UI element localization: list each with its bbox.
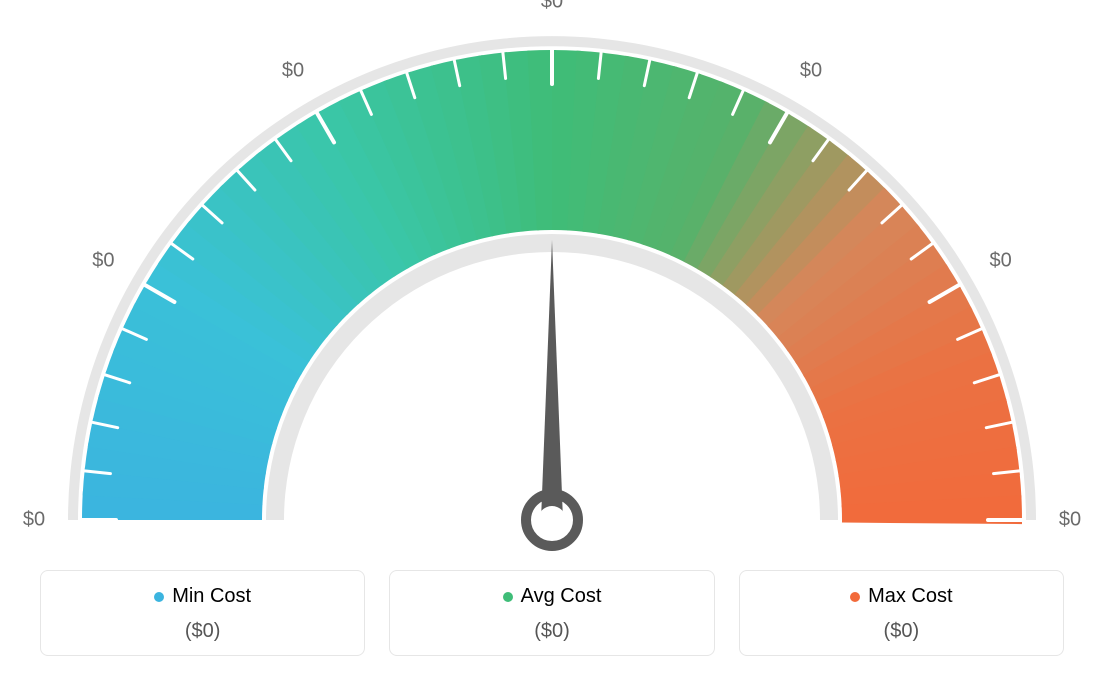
- legend-dot-max: [850, 592, 860, 602]
- legend-value-max: ($0): [750, 620, 1053, 643]
- legend-label-min: Min Cost: [172, 585, 251, 608]
- gauge-scale-label: $0: [282, 60, 304, 83]
- gauge-scale-label: $0: [92, 250, 114, 273]
- legend-label-avg: Avg Cost: [521, 585, 602, 608]
- legend-row: Min Cost ($0) Avg Cost ($0) Max Cost ($0…: [40, 570, 1064, 656]
- gauge-scale-label: $0: [23, 509, 45, 532]
- gauge-scale-label: $0: [1059, 509, 1081, 532]
- legend-title-avg: Avg Cost: [503, 585, 602, 608]
- legend-title-min: Min Cost: [154, 585, 251, 608]
- legend-dot-avg: [503, 592, 513, 602]
- gauge-chart: $0 $0 $0 $0 $0 $0 $0: [0, 0, 1104, 560]
- gauge-svg: [0, 10, 1104, 570]
- legend-value-min: ($0): [51, 620, 354, 643]
- gauge-scale-label: $0: [989, 250, 1011, 273]
- gauge-scale-label: $0: [800, 60, 822, 83]
- legend-card-min: Min Cost ($0): [40, 570, 365, 656]
- gauge-scale-label: $0: [541, 0, 563, 14]
- legend-card-avg: Avg Cost ($0): [389, 570, 714, 656]
- legend-title-max: Max Cost: [850, 585, 952, 608]
- legend-label-max: Max Cost: [868, 585, 952, 608]
- legend-card-max: Max Cost ($0): [739, 570, 1064, 656]
- legend-value-avg: ($0): [400, 620, 703, 643]
- legend-dot-min: [154, 592, 164, 602]
